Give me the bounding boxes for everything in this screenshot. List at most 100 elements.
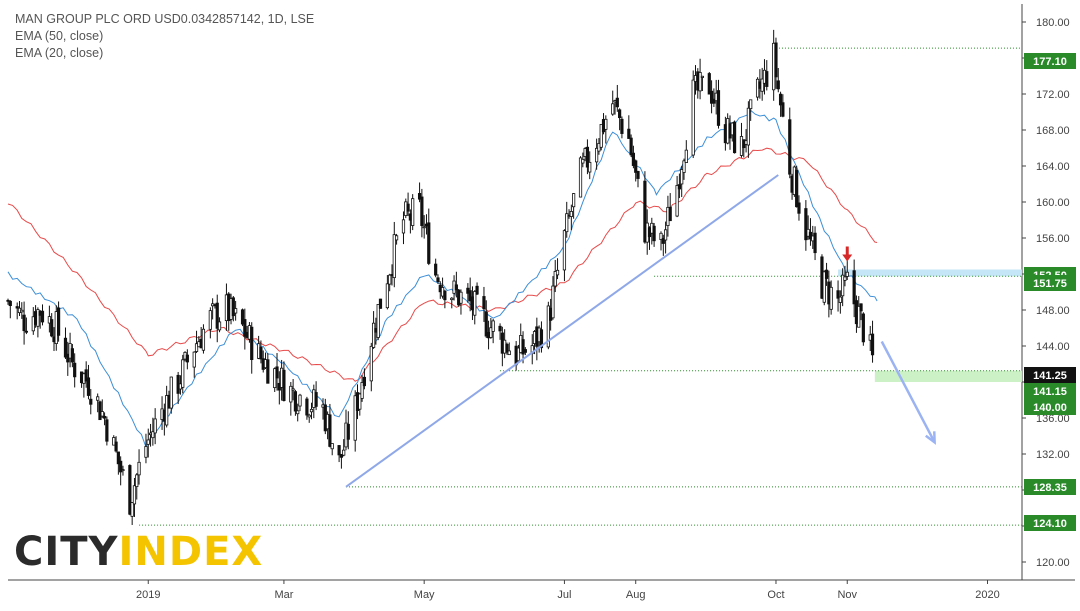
candle-body [116, 451, 120, 465]
candle-body [732, 121, 737, 154]
candle-body [749, 99, 753, 110]
y-tick-label: 160.00 [1036, 197, 1070, 209]
candle-body [765, 71, 769, 87]
y-tick-label: 164.00 [1036, 161, 1070, 173]
x-tick-label: Mar [274, 589, 293, 601]
candle-body [684, 149, 688, 163]
price-tag-151-75: 151.75 [1024, 275, 1076, 291]
candle-body [144, 446, 148, 458]
candle-body [498, 325, 502, 332]
chart-legend: MAN GROUP PLC ORD USD0.0342857142, 1D, L… [15, 11, 314, 62]
candle-body [369, 345, 373, 382]
candle-body [427, 222, 431, 264]
candle-body [86, 377, 91, 396]
candle-body [128, 465, 132, 515]
chart-title: MAN GROUP PLC ORD USD0.0342857142, 1D, L… [15, 12, 315, 26]
candle-body [165, 395, 169, 426]
candle-body [296, 410, 300, 415]
candle-body [339, 453, 344, 458]
candle-body [217, 321, 222, 331]
candle-body [394, 235, 399, 241]
candle-body [151, 431, 155, 439]
candle-body [861, 313, 865, 343]
candle-body [698, 72, 702, 92]
candle-body [516, 347, 521, 362]
candle-body [208, 310, 212, 330]
price-tag-label: 128.35 [1033, 482, 1067, 494]
candle-body [194, 343, 199, 352]
y-tick-label: 168.00 [1036, 125, 1070, 137]
y-tick-label: 148.00 [1036, 305, 1070, 317]
candle-body [484, 311, 488, 337]
candle-body [627, 128, 631, 139]
candle-body [870, 333, 875, 356]
candle-body [604, 118, 608, 130]
legend-ema50: EMA (50, close) [15, 29, 104, 43]
y-tick-label: 144.00 [1036, 341, 1070, 353]
candle-body [371, 322, 376, 348]
projection-arrow-head [925, 431, 936, 445]
candle-body [475, 285, 479, 295]
candle-body [565, 213, 569, 233]
candle-body [98, 401, 102, 421]
projection-arrow-shaft [880, 340, 936, 443]
candle-body [36, 309, 40, 327]
candle-body [358, 393, 362, 410]
candle-body [615, 97, 619, 108]
candle-body [298, 394, 302, 407]
candle-body [289, 385, 293, 403]
candle-body [137, 461, 141, 476]
candle-body [778, 93, 783, 106]
candle-body [291, 388, 295, 391]
candle-body [468, 290, 472, 302]
price-tag-177-10: 177.10 [1024, 53, 1076, 69]
candle-body [668, 206, 672, 222]
candle-body [813, 232, 817, 254]
candle-body [822, 271, 826, 303]
candle-body [659, 232, 663, 240]
candle-body [859, 303, 863, 312]
price-tag-label: 151.75 [1033, 278, 1067, 290]
candle-body [305, 398, 309, 416]
candle-body [677, 184, 682, 190]
candle-body [360, 382, 364, 399]
candle-body [259, 346, 263, 360]
candle-body [611, 103, 615, 115]
candle-body [459, 291, 463, 304]
candle-body [652, 225, 656, 242]
y-tick-label: 132.00 [1036, 449, 1070, 461]
candle-body [169, 376, 173, 409]
candle-body [192, 351, 196, 368]
x-tick-label: Jul [557, 589, 571, 601]
candle-body [664, 229, 668, 241]
price-tag-label: 124.10 [1033, 518, 1067, 530]
candle-body [553, 271, 557, 287]
candle-body [70, 348, 74, 363]
candle-body [620, 118, 624, 134]
candle-body [401, 219, 406, 234]
price-tag-140-00: 140.00 [1024, 399, 1076, 415]
candle-body [829, 286, 833, 310]
candle-body [629, 137, 633, 156]
candle-body [473, 291, 477, 316]
candle-body [505, 343, 509, 353]
candle-body [781, 102, 785, 117]
support-trendline [345, 174, 779, 488]
candle-body [521, 339, 525, 355]
candle-body [20, 309, 24, 313]
price-tag-label: 141.25 [1033, 370, 1067, 382]
candle-body [618, 109, 622, 119]
candle-body [314, 392, 318, 407]
x-tick-label: Aug [626, 589, 646, 601]
ema50-line [7, 147, 878, 382]
price-tag-bg [1024, 367, 1076, 383]
candle-body [135, 474, 139, 487]
candle-body [841, 274, 845, 297]
candle-body [282, 369, 286, 401]
candle-body [385, 283, 389, 309]
candle-body [22, 314, 26, 332]
candle-body [631, 152, 636, 166]
candle-body [146, 439, 150, 445]
